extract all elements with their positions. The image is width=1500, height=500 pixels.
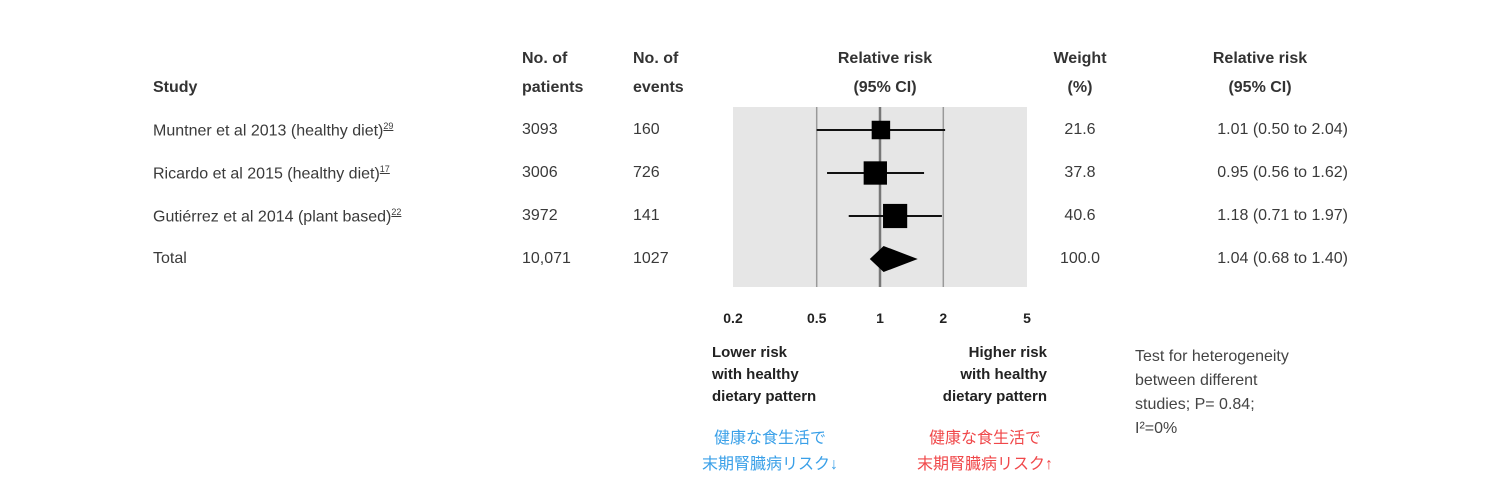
point-estimate-square bbox=[883, 203, 908, 229]
weight: 40.6 bbox=[1064, 207, 1096, 224]
patients: 3093 bbox=[522, 121, 558, 138]
study-name: Muntner et al 2013 (healthy diet) bbox=[153, 122, 384, 140]
lower-risk-line: Lower risk bbox=[712, 344, 788, 361]
study-name: Gutiérrez et al 2014 (plant based) bbox=[153, 208, 392, 226]
higher-risk-line: Higher risk bbox=[968, 344, 1047, 361]
study-name: Total bbox=[153, 250, 187, 267]
rr-text: 1.04 (0.68 to 1.40) bbox=[1217, 250, 1348, 267]
header-events-2: events bbox=[633, 79, 684, 96]
heterogeneity-note: Test for heterogeneity between different… bbox=[1135, 345, 1355, 441]
higher-risk-line: dietary pattern bbox=[942, 388, 1047, 405]
patients: 3006 bbox=[522, 164, 558, 181]
jp-line: 末期腎臓病リスク↓ bbox=[701, 456, 838, 473]
reference[interactable]: 22 bbox=[391, 207, 402, 217]
lower-risk-line: with healthy bbox=[712, 366, 799, 383]
weight: 100.0 bbox=[1059, 250, 1101, 267]
tick-label: 2 bbox=[939, 310, 947, 326]
lower-risk-jp-annotation: 健康な食生活で 末期腎臓病リスク↓ bbox=[680, 426, 860, 478]
het-line: Test for heterogeneity bbox=[1135, 348, 1289, 365]
weight: 37.8 bbox=[1064, 164, 1096, 181]
events: 1027 bbox=[633, 250, 669, 267]
total-diamond bbox=[869, 246, 918, 272]
point-estimate-square bbox=[871, 120, 891, 140]
header-rr-text-2: (95% CI) bbox=[1228, 79, 1292, 96]
higher-risk-jp-annotation: 健康な食生活で 末期腎臓病リスク↑ bbox=[895, 426, 1075, 478]
point-estimate-square bbox=[863, 161, 887, 185]
patients: 3972 bbox=[522, 207, 558, 224]
tick-label: 0.2 bbox=[723, 310, 743, 326]
rr-text: 1.01 (0.50 to 2.04) bbox=[1217, 121, 1348, 138]
jp-line: 健康な食生活で bbox=[928, 430, 1041, 447]
patients: 10,071 bbox=[522, 250, 571, 267]
het-line: I²=0% bbox=[1135, 420, 1178, 437]
reference[interactable]: 17 bbox=[379, 164, 390, 174]
rr-text: 0.95 (0.56 to 1.62) bbox=[1217, 164, 1348, 181]
header-events-1: No. of bbox=[633, 50, 679, 67]
jp-line: 末期腎臓病リスク↑ bbox=[916, 456, 1053, 473]
header-weight-2: (%) bbox=[1067, 79, 1093, 96]
events: 726 bbox=[633, 164, 660, 181]
reference[interactable]: 29 bbox=[383, 121, 394, 131]
het-line: studies; P= 0.84; bbox=[1135, 396, 1255, 413]
events: 141 bbox=[633, 207, 660, 224]
header-patients-1: No. of bbox=[522, 50, 568, 67]
het-line: between different bbox=[1135, 372, 1258, 389]
higher-risk-label: Higher risk with healthy dietary pattern bbox=[900, 342, 1047, 408]
jp-line: 健康な食生活で bbox=[713, 430, 826, 447]
tick-label: 5 bbox=[1023, 310, 1031, 326]
header-patients-2: patients bbox=[522, 79, 584, 96]
header-weight-1: Weight bbox=[1053, 50, 1107, 67]
lower-risk-label: Lower risk with healthy dietary pattern bbox=[712, 342, 816, 408]
header-rr-plot-2: (95% CI) bbox=[853, 79, 917, 96]
lower-risk-line: dietary pattern bbox=[712, 388, 817, 405]
weight: 21.6 bbox=[1064, 121, 1096, 138]
tick-label: 1 bbox=[876, 310, 884, 326]
study-name: Ricardo et al 2015 (healthy diet) bbox=[153, 165, 380, 183]
header-study: Study bbox=[153, 79, 198, 96]
events: 160 bbox=[633, 121, 660, 138]
rr-text: 1.18 (0.71 to 1.97) bbox=[1217, 207, 1348, 224]
header-rr-plot-1: Relative risk bbox=[837, 50, 933, 67]
higher-risk-line: with healthy bbox=[960, 366, 1047, 383]
header-rr-text-1: Relative risk bbox=[1212, 50, 1308, 67]
tick-label: 0.5 bbox=[807, 310, 827, 326]
